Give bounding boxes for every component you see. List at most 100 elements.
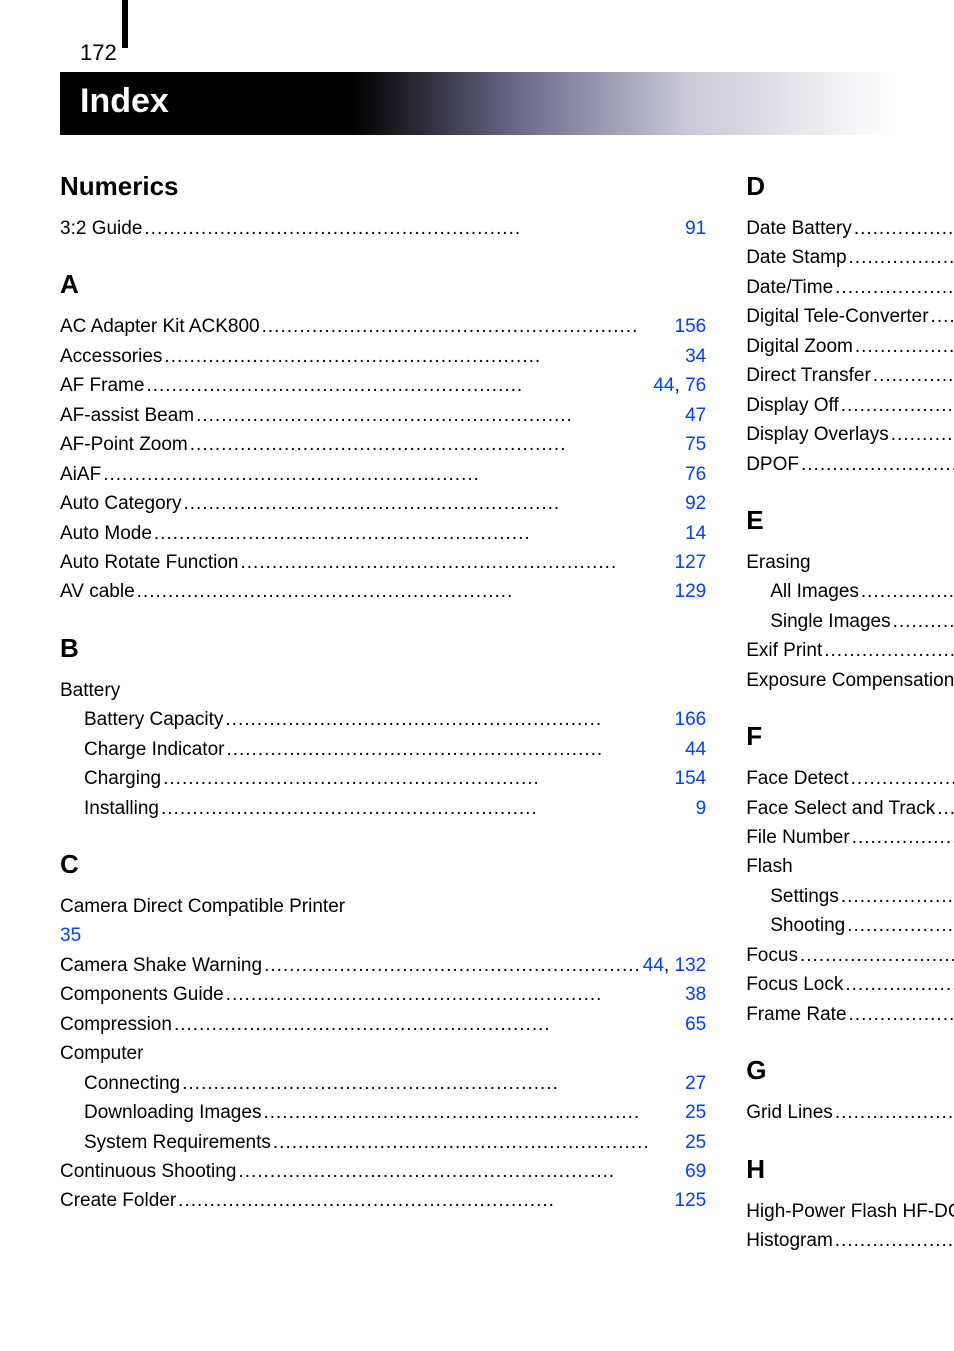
- index-entry: Focus Lock .............................…: [746, 970, 954, 999]
- page-link[interactable]: 129: [675, 581, 707, 602]
- title-bar: Index: [60, 72, 894, 135]
- page-link[interactable]: 25: [685, 1132, 706, 1153]
- page-link[interactable]: 75: [685, 434, 706, 455]
- index-entry: Battery Capacity .......................…: [60, 705, 706, 734]
- page-refs: 91: [685, 214, 706, 243]
- page-link[interactable]: 34: [685, 346, 706, 367]
- page-link[interactable]: 69: [685, 1161, 706, 1182]
- page-link[interactable]: 166: [675, 709, 707, 730]
- page-link[interactable]: 44: [643, 955, 664, 976]
- page-link[interactable]: 35: [60, 925, 81, 946]
- page-refs: 65: [685, 1010, 706, 1039]
- index-entry: Shooting ...............................…: [746, 911, 954, 940]
- page-refs: 34: [685, 342, 706, 371]
- page-link[interactable]: 154: [675, 768, 707, 789]
- leader-dots: ........................................…: [271, 1128, 685, 1157]
- leader-dots: ........................................…: [935, 794, 954, 823]
- entry-label: Display Off: [746, 391, 839, 420]
- leader-dots: ........................................…: [839, 882, 954, 911]
- leader-dots: ........................................…: [223, 705, 674, 734]
- entry-label: Accessories: [60, 342, 162, 371]
- section-gap: [60, 607, 706, 629]
- entry-label: Auto Rotate Function: [60, 548, 239, 577]
- right-column: D Date Battery ..........................…: [746, 171, 954, 1255]
- page-link[interactable]: 27: [685, 1073, 706, 1094]
- entry-label: Charging: [84, 764, 161, 793]
- page-link[interactable]: 38: [685, 984, 706, 1005]
- index-entry: Settings ...............................…: [746, 882, 954, 911]
- leader-dots: ........................................…: [889, 420, 954, 449]
- entry-label: Exif Print: [746, 636, 822, 665]
- index-entry: Date Battery ...........................…: [746, 214, 954, 243]
- leader-dots: ........................................…: [852, 214, 954, 243]
- section-head: D: [746, 171, 954, 202]
- leader-dots: ........................................…: [236, 1157, 685, 1186]
- leader-dots: ........................................…: [152, 519, 685, 548]
- page-title: Index: [80, 82, 169, 120]
- entry-label: Compression: [60, 1010, 172, 1039]
- page-link[interactable]: 156: [675, 316, 707, 337]
- entry-label: Date/Time: [746, 273, 833, 302]
- index-entry: Exposure Compensation ..................…: [746, 666, 954, 695]
- entry-label: Date Stamp: [746, 243, 846, 272]
- page-link[interactable]: 132: [675, 955, 707, 976]
- index-entry: Auto Category ..........................…: [60, 489, 706, 518]
- entry-label: Display Overlays: [746, 420, 889, 449]
- entry-label: Connecting: [84, 1069, 180, 1098]
- leader-dots: ........................................…: [833, 1226, 954, 1255]
- page-refs: 127: [675, 548, 707, 577]
- leader-dots: ........................................…: [839, 391, 954, 420]
- page-link[interactable]: 44: [653, 375, 674, 396]
- page-link[interactable]: 65: [685, 1014, 706, 1035]
- page-link[interactable]: 47: [685, 405, 706, 426]
- index-entry: Installing .............................…: [60, 794, 706, 823]
- page-sep: ,: [675, 375, 686, 396]
- index-entry: High-Power Flash HF-DC1 ................…: [746, 1197, 954, 1226]
- page-link[interactable]: 92: [685, 493, 706, 514]
- page-refs: 125: [675, 1186, 707, 1215]
- entry-label: Direct Transfer: [746, 361, 871, 390]
- left-column: Numerics3:2 Guide ......................…: [60, 171, 706, 1255]
- leader-dots: ........................................…: [161, 764, 674, 793]
- leader-dots: ........................................…: [239, 548, 675, 577]
- page-number-mark: [122, 0, 128, 48]
- index-entry: AF-assist Beam .........................…: [60, 401, 706, 430]
- index-entry: Display Overlays .......................…: [746, 420, 954, 449]
- leader-dots: ........................................…: [144, 371, 653, 400]
- entry-label: Installing: [84, 794, 159, 823]
- page-link[interactable]: 44: [685, 739, 706, 760]
- entry-label: Digital Tele-Converter: [746, 302, 928, 331]
- page-link[interactable]: 9: [696, 798, 707, 819]
- page-refs: 38: [685, 980, 706, 1009]
- leader-dots: ........................................…: [871, 361, 954, 390]
- page-refs: 9: [696, 794, 707, 823]
- page-link[interactable]: 127: [675, 552, 707, 573]
- entry-label: Continuous Shooting: [60, 1157, 236, 1186]
- leader-dots: ........................................…: [194, 401, 685, 430]
- page-link[interactable]: 76: [685, 464, 706, 485]
- page-refs: 25: [685, 1098, 706, 1127]
- entry-label: Face Select and Track: [746, 794, 935, 823]
- page-link[interactable]: 91: [685, 218, 706, 239]
- index-entry: Face Detect ............................…: [746, 764, 954, 793]
- page-refs: 69: [685, 1157, 706, 1186]
- page-link[interactable]: 14: [685, 523, 706, 544]
- leader-dots: ........................................…: [853, 332, 954, 361]
- entry-label: Digital Zoom: [746, 332, 853, 361]
- group-head: Battery: [60, 676, 706, 705]
- index-entry: Connecting .............................…: [60, 1069, 706, 1098]
- entry-label: 3:2 Guide: [60, 214, 142, 243]
- page-refs: 14: [685, 519, 706, 548]
- index-columns: Numerics3:2 Guide ......................…: [60, 171, 894, 1255]
- section-gap: [746, 479, 954, 501]
- section-gap: [746, 1128, 954, 1150]
- leader-dots: ........................................…: [847, 243, 954, 272]
- leader-dots: ........................................…: [172, 1010, 685, 1039]
- page-link[interactable]: 125: [675, 1190, 707, 1211]
- page-link[interactable]: 76: [685, 375, 706, 396]
- page-refs: 47: [685, 401, 706, 430]
- leader-dots: ........................................…: [188, 430, 685, 459]
- entry-label: AF-Point Zoom: [60, 430, 188, 459]
- leader-dots: ........................................…: [859, 577, 954, 606]
- page-link[interactable]: 25: [685, 1102, 706, 1123]
